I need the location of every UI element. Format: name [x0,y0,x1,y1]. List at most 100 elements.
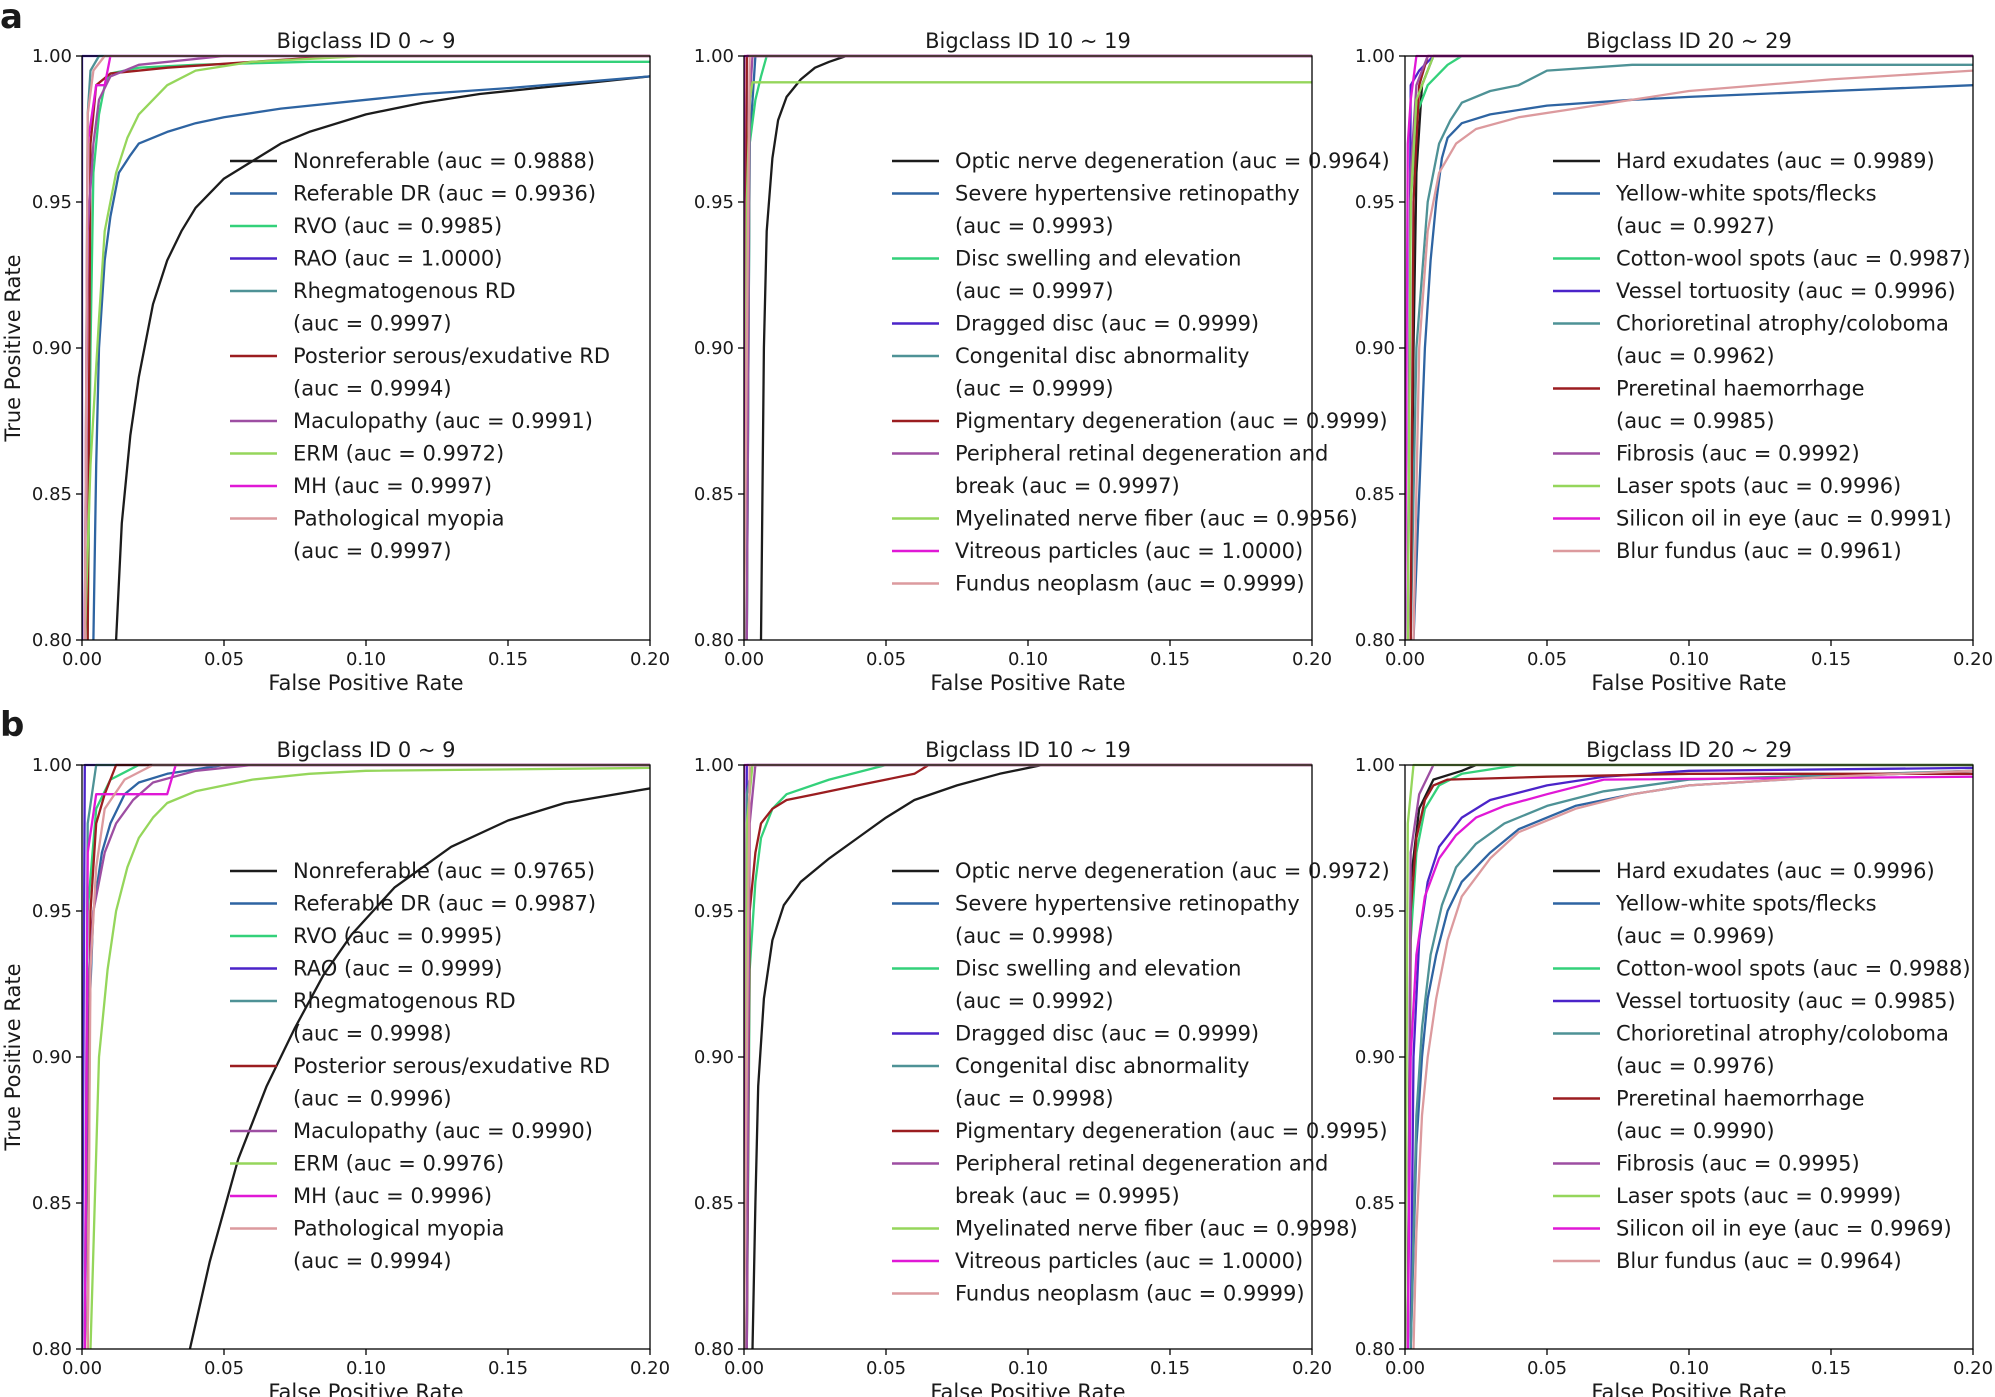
chart-title: Bigclass ID 0 ~ 9 [276,29,455,53]
legend-item-4: Vessel tortuosity (auc = 0.9996) [1553,279,1956,303]
x-tick-label: 0.15 [1811,649,1851,670]
x-tick-label: 0.10 [1669,649,1709,670]
legend-label: Pathological myopia [293,1217,505,1241]
x-tick-label: 0.05 [866,1358,906,1379]
legend-item-1: Optic nerve degeneration (auc = 0.9972) [892,859,1390,883]
legend-label: Rhegmatogenous RD [293,989,516,1013]
y-tick-label: 0.85 [694,484,734,505]
legend-label: (auc = 0.9990) [1616,1119,1775,1143]
legend-item-9: MH (auc = 0.9996) [230,1184,492,1208]
roc-curve-9 [1406,775,1973,1349]
x-tick-label: 0.00 [724,1358,764,1379]
legend-label: Posterior serous/exudative RD [293,1054,610,1078]
y-axis-label: True Positive Rate [1,254,25,442]
legend-label: Vitreous particles (auc = 1.0000) [955,539,1303,563]
x-tick-label: 0.15 [1150,1358,1190,1379]
x-tick-label: 0.05 [1527,1358,1567,1379]
x-axis-label: False Positive Rate [930,1380,1125,1397]
legend-item-3: Cotton-wool spots (auc = 0.9988) [1553,957,1971,981]
x-tick-label: 0.10 [1008,1358,1048,1379]
x-tick-label: 0.15 [1811,1358,1851,1379]
legend-item-9: Silicon oil in eye (auc = 0.9991) [1553,507,1952,531]
y-tick-label: 0.80 [1355,1339,1395,1360]
legend-item-8: ERM (auc = 0.9972) [230,442,504,466]
legend-label: Posterior serous/exudative RD [293,344,610,368]
legend: Optic nerve degeneration (auc = 0.9964) S… [892,149,1390,596]
legend-label: Vessel tortuosity (auc = 0.9985) [1616,989,1956,1013]
legend-item-5: Chorioretinal atrophy/coloboma (auc = 0.9… [1553,312,1949,368]
legend-label: (auc = 0.9927) [1616,214,1775,238]
legend-item-8: Laser spots (auc = 0.9999) [1553,1184,1901,1208]
legend-label: break (auc = 0.9997) [955,474,1180,498]
roc-curve-1 [114,75,650,640]
legend-item-3: RVO (auc = 0.9995) [230,924,502,948]
y-tick-label: 0.90 [32,1047,72,1068]
legend-label: (auc = 0.9969) [1616,924,1775,948]
y-tick-label: 1.00 [694,46,734,67]
roc-chart-4: Bigclass ID 0 ~ 9 0.00 0.05 0.10 0.15 0.20 0.8… [1,738,670,1397]
y-tick-label: 1.00 [32,755,72,776]
legend-label: Optic nerve degeneration (auc = 0.9972) [955,859,1390,883]
legend-label: Myelinated nerve fiber (auc = 0.9998) [955,1217,1358,1241]
legend-label: (auc = 0.9997) [293,312,452,336]
y-tick-label: 1.00 [1355,755,1395,776]
roc-curve-8 [83,54,650,640]
legend-label: ERM (auc = 0.9972) [293,442,504,466]
legend-label: Cotton-wool spots (auc = 0.9988) [1616,957,1971,981]
legend: Nonreferable (auc = 0.9765) Referable DR … [230,859,610,1273]
roc-curve-5 [1409,63,1973,640]
x-tick-label: 0.20 [630,649,670,670]
x-tick-label: 0.15 [488,1358,528,1379]
legend-item-7: Fibrosis (auc = 0.9992) [1553,442,1860,466]
y-tick-label: 0.95 [694,192,734,213]
y-tick-label: 0.80 [1355,630,1395,651]
legend-label: Fibrosis (auc = 0.9992) [1616,442,1860,466]
legend-item-2: Referable DR (auc = 0.9987) [230,892,596,916]
panel-label-b: b [0,705,24,745]
y-tick-label: 0.90 [1355,338,1395,359]
x-tick-label: 0.00 [62,1358,102,1379]
legend-label: Severe hypertensive retinopathy [955,892,1300,916]
legend-label: Nonreferable (auc = 0.9765) [293,859,595,883]
x-tick-label: 0.05 [1527,649,1567,670]
legend-label: (auc = 0.9996) [293,1087,452,1111]
legend-label: Vitreous particles (auc = 1.0000) [955,1249,1303,1273]
legend-item-1: Hard exudates (auc = 0.9996) [1553,859,1935,883]
legend-label: break (auc = 0.9995) [955,1184,1180,1208]
legend-item-4: RAO (auc = 1.0000) [230,247,502,271]
legend-label: Blur fundus (auc = 0.9961) [1616,539,1902,563]
legend-label: Maculopathy (auc = 0.9990) [293,1119,593,1143]
legend-label: Fundus neoplasm (auc = 0.9999) [955,1282,1305,1306]
legend-label: Peripheral retinal degeneration and [955,442,1328,466]
y-tick-label: 0.85 [694,1193,734,1214]
legend-label: Pigmentary degeneration (auc = 0.9999) [955,409,1388,433]
legend: Nonreferable (auc = 0.9888) Referable DR … [230,149,610,563]
legend-label: Silicon oil in eye (auc = 0.9991) [1616,507,1952,531]
x-tick-label: 0.15 [1150,649,1190,670]
y-tick-label: 0.85 [1355,1193,1395,1214]
legend-label: (auc = 0.9994) [293,377,452,401]
legend-label: RVO (auc = 0.9985) [293,214,502,238]
legend-item-4: Dragged disc (auc = 0.9999) [892,1022,1259,1046]
plot-grid: Bigclass ID 0 ~ 9 0.00 0.05 0.10 0.15 0.20 0.8… [1,29,1993,1397]
panel-label-a: a [0,0,23,37]
legend-item-1: Nonreferable (auc = 0.9888) [230,149,595,173]
legend-label: (auc = 0.9998) [293,1022,452,1046]
legend-item-4: Dragged disc (auc = 0.9999) [892,312,1259,336]
legend-label: Severe hypertensive retinopathy [955,182,1300,206]
legend-label: Dragged disc (auc = 0.9999) [955,312,1259,336]
y-tick-label: 0.95 [32,192,72,213]
y-tick-label: 0.95 [694,901,734,922]
legend-item-3: Disc swelling and elevation (auc = 0.9997… [892,247,1241,303]
legend-label: Congenital disc abnormality [955,344,1249,368]
legend-label: (auc = 0.9962) [1616,344,1775,368]
legend-item-5: Rhegmatogenous RD (auc = 0.9997) [230,279,516,336]
legend-label: Cotton-wool spots (auc = 0.9987) [1616,247,1971,271]
x-tick-label: 0.15 [488,649,528,670]
roc-curve-1 [751,763,1312,1349]
legend-item-8: ERM (auc = 0.9976) [230,1152,504,1176]
legend-label: ERM (auc = 0.9976) [293,1152,504,1176]
y-tick-label: 0.90 [32,338,72,359]
legend-label: (auc = 0.9998) [955,924,1114,948]
